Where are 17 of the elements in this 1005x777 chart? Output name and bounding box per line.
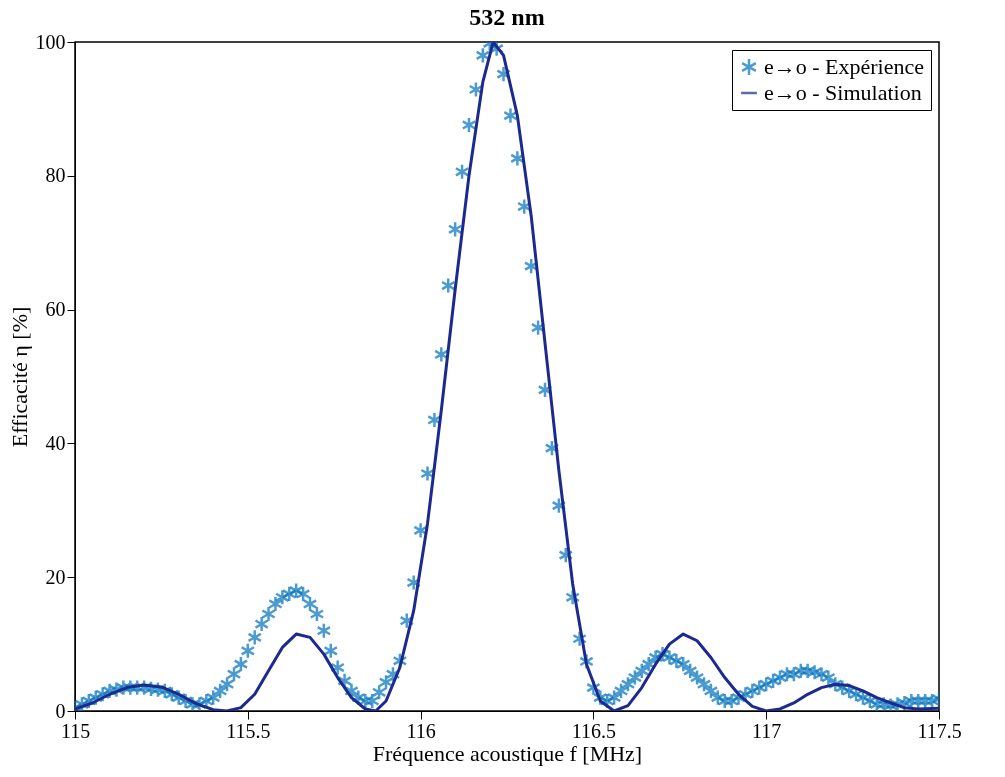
y-tick-label: 80 — [45, 164, 66, 187]
x-tick-label: 117.5 — [917, 719, 962, 742]
legend-label: e→o - Expérience — [764, 54, 925, 79]
x-tick-label: 116 — [406, 719, 436, 742]
y-tick-label: 40 — [45, 431, 66, 454]
y-tick-label: 60 — [45, 298, 66, 321]
y-tick-label: 20 — [45, 565, 66, 588]
legend-label: e→o - Simulation — [764, 80, 922, 105]
y-tick-label: 0 — [55, 699, 66, 722]
x-tick-label: 115 — [60, 719, 91, 742]
chart-title: 532 nm — [469, 4, 545, 30]
x-axis-title: Fréquence acoustique f [MHz] — [372, 740, 643, 766]
y-tick-label: 100 — [35, 30, 66, 53]
y-axis-title: Efficacité η [%] — [6, 306, 32, 448]
x-tick-label: 117 — [752, 719, 782, 742]
x-tick-label: 116.5 — [571, 719, 617, 742]
x-tick-label: 115.5 — [226, 719, 271, 742]
